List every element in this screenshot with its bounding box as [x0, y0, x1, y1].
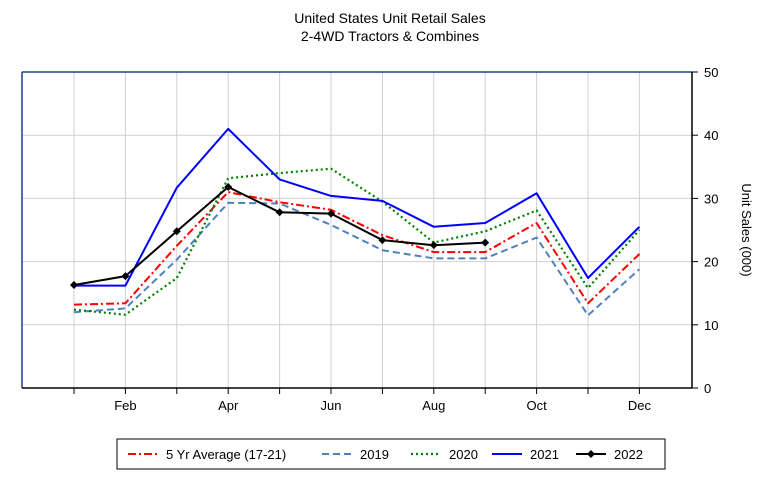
- x-tick-label: Jun: [321, 398, 342, 413]
- legend-label: 2021: [530, 447, 559, 462]
- y-tick-label: 50: [704, 65, 718, 80]
- series-line: [74, 127, 641, 287]
- data-point: [378, 236, 387, 245]
- y-tick-label: 0: [704, 381, 711, 396]
- series-line: [73, 167, 641, 316]
- data-point: [481, 238, 490, 247]
- legend-label: 2022: [614, 447, 643, 462]
- data-point: [224, 183, 233, 192]
- x-tick-label: Apr: [218, 398, 239, 413]
- data-point: [429, 241, 438, 250]
- series-line: [73, 191, 641, 306]
- data-point: [70, 280, 78, 289]
- legend-label: 5 Yr Average (17-21): [166, 447, 286, 462]
- y-tick-label: 10: [704, 318, 718, 333]
- series-line: [73, 201, 641, 317]
- legend-box: [116, 438, 666, 470]
- legend: 5 Yr Average (17-21) 2019 2020 2021 2022: [116, 438, 666, 470]
- plot-area: [22, 72, 692, 388]
- data-point: [172, 227, 181, 236]
- data-point: [121, 272, 130, 281]
- series-group: [70, 127, 641, 317]
- data-point: [327, 209, 335, 218]
- axes: 0 10 20 30 40 50 Feb Apr Jun Aug Oct Dec: [22, 65, 718, 413]
- legend-marker: [587, 450, 595, 458]
- y-tick-label: 20: [704, 255, 718, 270]
- chart-subtitle: 2-4WD Tractors & Combines: [300, 28, 480, 44]
- x-tick-label: Dec: [628, 398, 652, 413]
- x-tick-label: Oct: [526, 398, 547, 413]
- legend-label: 2019: [360, 447, 389, 462]
- chart-title: United States Unit Retail Sales: [294, 10, 486, 26]
- x-tick-label: Aug: [422, 398, 445, 413]
- y-axis-label: Unit Sales (000): [739, 183, 754, 276]
- y-tick-label: 30: [704, 191, 718, 206]
- grid: [22, 72, 692, 388]
- x-tick-label: Feb: [114, 398, 136, 413]
- legend-label: 2020: [449, 447, 478, 462]
- data-point: [275, 208, 284, 217]
- y-tick-label: 40: [704, 128, 718, 143]
